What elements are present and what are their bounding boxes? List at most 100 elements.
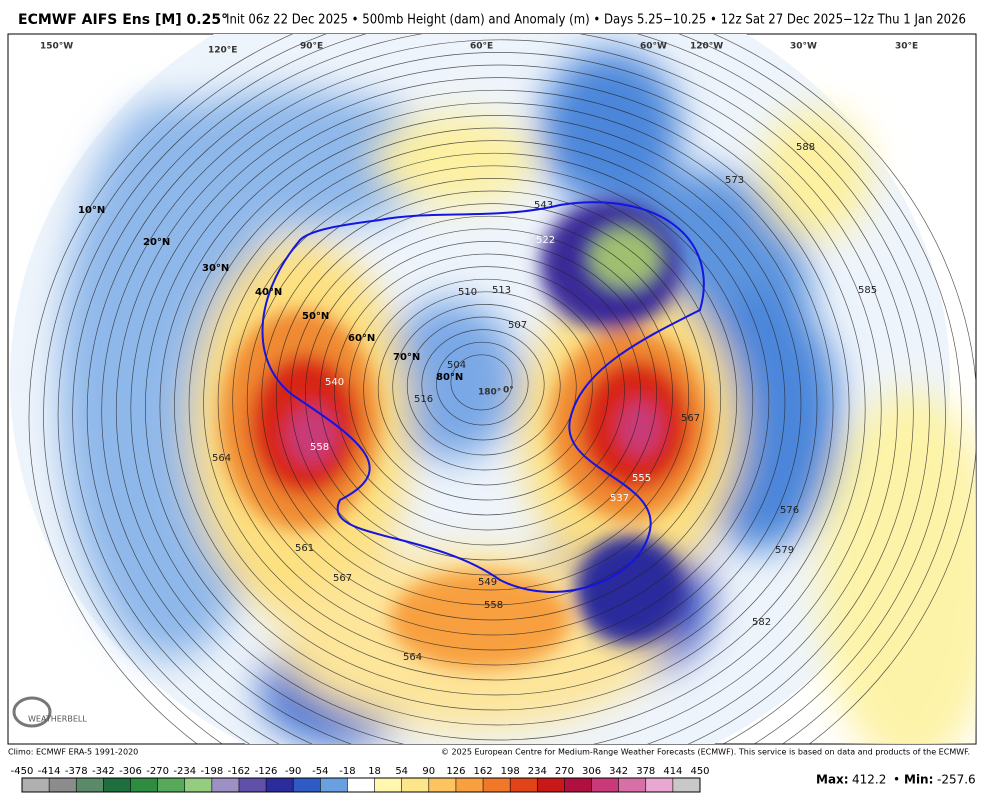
contour — [28, 34, 976, 744]
contour — [450, 354, 513, 411]
colorbar-tick-label: -270 — [146, 766, 169, 777]
contour-label: 555 — [632, 473, 651, 484]
contour — [334, 253, 641, 531]
colorbar-tick-label: -90 — [285, 766, 301, 777]
longitude-label: 90°E — [300, 42, 323, 52]
contour — [145, 89, 850, 726]
longitude-label: 60°W — [640, 42, 667, 52]
colorbar-swatch — [184, 778, 212, 792]
longitude-label: 60°E — [470, 42, 493, 52]
contour — [348, 266, 625, 516]
longitude-label: 120°E — [208, 46, 237, 56]
contour — [159, 102, 834, 711]
colorbar-tick-label: 198 — [501, 766, 520, 777]
colorbar-tick-label: -198 — [200, 766, 223, 777]
colorbar-tick-label: 414 — [663, 766, 682, 777]
contour — [232, 165, 754, 636]
colorbar-swatch — [266, 778, 294, 792]
colorbar-swatch — [645, 778, 673, 792]
contour — [203, 140, 786, 666]
max-value: 412.2 — [852, 773, 886, 787]
title-bold: ECMWF AIFS Ens [M] 0.25° — [18, 12, 228, 28]
contour — [275, 203, 706, 591]
colorbar-swatch — [320, 778, 348, 792]
colorbar-swatch — [510, 778, 538, 792]
contour — [392, 304, 577, 471]
contour — [72, 34, 930, 744]
colorbar-swatch — [130, 778, 158, 792]
colorbar-tick-label: -126 — [255, 766, 278, 777]
contour-label: 516 — [414, 394, 433, 405]
colorbar-swatch — [455, 778, 484, 792]
copyright: © 2025 European Centre for Medium-Range … — [441, 748, 970, 757]
longitude-label: 30°E — [895, 42, 918, 52]
min-value: -257.6 — [937, 773, 976, 787]
contour — [246, 178, 738, 621]
contour-label: 522 — [536, 235, 555, 246]
latitude-label: 50°N — [302, 311, 329, 322]
logo-mark — [12, 696, 52, 728]
contour — [174, 115, 818, 696]
colorbar-tick-label: -18 — [339, 766, 355, 777]
contour-label: 567 — [681, 413, 700, 424]
contour-label: 504 — [447, 360, 466, 371]
colorbar-swatch — [22, 778, 50, 792]
climo-note: Climo: ECMWF ERA-5 1991-2020 — [8, 748, 138, 757]
colorbar-tick-label: 234 — [528, 766, 547, 777]
colorbar-swatch — [564, 778, 592, 792]
colorbar-swatch — [347, 778, 375, 792]
title-rest: Init 06z 22 Dec 2025 • 500mb Height (dam… — [226, 13, 966, 28]
contour-label: 564 — [212, 453, 231, 464]
colorbar-swatch — [618, 778, 646, 792]
colorbar-tick-label: 18 — [368, 766, 381, 777]
logo: WEATHERBELL — [28, 715, 87, 724]
contour — [421, 329, 545, 441]
colorbar-swatch — [374, 778, 402, 792]
contour — [57, 34, 946, 744]
colorbar: -450 -414 -378 -342 -306 -270 -234 -198 -162 -126… — [11, 766, 710, 793]
contour — [116, 64, 882, 744]
contour — [130, 77, 866, 741]
colorbar-tick-label: -162 — [228, 766, 251, 777]
contour-label: 507 — [508, 320, 527, 331]
contour — [290, 215, 689, 576]
min-label: Min: — [904, 773, 933, 787]
latitude-label: 40°N — [255, 287, 282, 298]
contour-label: 567 — [333, 573, 352, 584]
longitude-label: 30°W — [790, 42, 817, 52]
colorbar-swatch — [428, 778, 456, 792]
colorbar-swatch — [103, 778, 131, 792]
longitude-label: 120°W — [690, 42, 723, 52]
colorbar-swatch — [49, 778, 77, 792]
contour — [436, 341, 529, 426]
colorbar-swatch — [591, 778, 619, 792]
latitude-label: 20°N — [143, 237, 170, 248]
colorbar-tick-label: -234 — [173, 766, 196, 777]
colorbar-tick-label: 378 — [636, 766, 655, 777]
contour-label: 573 — [725, 175, 744, 186]
contour — [377, 291, 593, 486]
latitude-label: 30°N — [202, 263, 229, 274]
contour-label: 543 — [534, 200, 553, 211]
colorbar-tick-label: 162 — [473, 766, 492, 777]
contour — [261, 190, 722, 606]
colorbar-swatch — [238, 778, 267, 792]
contour — [363, 278, 609, 501]
contour-label: 558 — [484, 600, 503, 611]
contour — [406, 316, 561, 456]
contour — [101, 52, 898, 744]
colorbar-tick-label: 126 — [446, 766, 465, 777]
contour-label: 540 — [325, 377, 344, 388]
colorbar-tick-label: 54 — [395, 766, 408, 777]
contour-label: 513 — [492, 285, 511, 296]
colorbar-swatch — [401, 778, 429, 792]
colorbar-tick-label: -450 — [11, 766, 34, 777]
colorbar-tick-label: 90 — [422, 766, 435, 777]
colorbar-swatch — [483, 778, 511, 792]
contour — [188, 127, 802, 681]
max-label: Max: — [816, 773, 849, 787]
height-contours — [28, 34, 976, 744]
contour-label: 579 — [775, 545, 794, 556]
latitude-label: 70°N — [393, 352, 420, 363]
